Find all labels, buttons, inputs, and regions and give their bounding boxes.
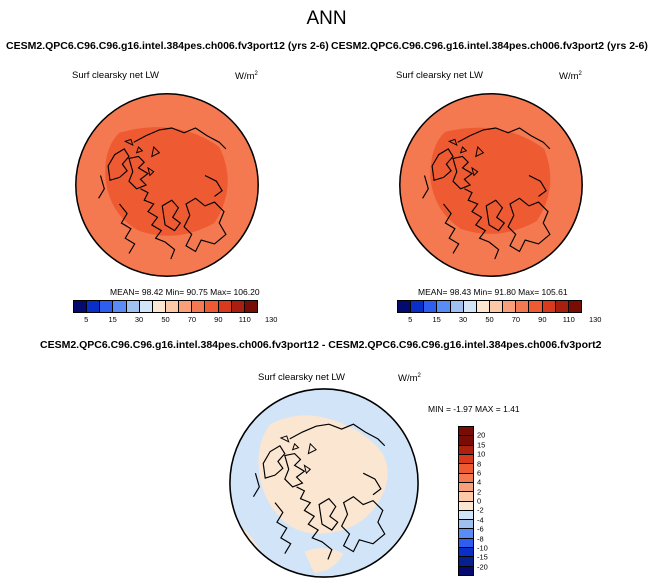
right-colorbar-swatch [503,301,517,312]
diff-colorbar-swatch [459,548,473,558]
diff-colorbar-swatch [459,501,473,511]
left-colorbar-ticks: 5 15 30 50 70 90 110 130 [73,315,277,325]
right-colorbar-swatch [437,301,451,312]
left-colorbar-swatch [244,301,257,312]
right-colorbar [397,300,582,313]
left-panel-units: W/m2 [235,71,258,83]
diff-polar-map [229,388,419,578]
left-colorbar-tick-label: 110 [238,315,251,324]
diff-colorbar-swatch [459,566,473,575]
diff-colorbar-tick-label: -4 [477,515,484,525]
left-panel-variable: Surf clearsky net LW [72,70,159,81]
left-colorbar-tick-label: 130 [264,315,278,324]
left-colorbar-tick-label: 15 [108,315,117,324]
diff-colorbar-tick-label: -6 [477,524,484,534]
diff-panel-variable: Surf clearsky net LW [258,372,345,383]
diff-colorbar-tick-label: -20 [477,562,488,572]
diff-colorbar-swatch [459,473,473,483]
diff-colorbar-tick-label: 6 [477,468,482,478]
left-polar-map [75,93,259,277]
right-colorbar-swatch [398,301,412,312]
right-panel-variable: Surf clearsky net LW [396,70,483,81]
left-colorbar-swatch [87,301,101,312]
diff-colorbar-tick-label: -15 [477,552,488,562]
diff-colorbar-tick-label: -10 [477,543,488,553]
right-colorbar-swatch [542,301,556,312]
right-colorbar-swatch [424,301,438,312]
diff-colorbar-tick-label: -2 [477,505,484,515]
diff-colorbar-swatch [459,454,473,465]
right-panel-stats: MEAN= 98.43 Min= 91.80 Max= 105.61 [418,287,568,297]
diff-colorbar-tick-label: 10 [477,449,486,459]
left-colorbar-tick-label: 70 [187,315,197,324]
right-colorbar-swatch [463,301,477,312]
diff-colorbar-swatch [459,436,473,446]
right-colorbar-tick-label: 110 [562,315,575,324]
right-colorbar-tick-label: 130 [588,315,602,324]
diff-colorbar-swatch [459,520,473,530]
diff-colorbar-tick-label: 8 [477,459,482,468]
right-panel-units: W/m2 [559,71,582,83]
diff-panel-stats: MIN = -1.97 MAX = 1.41 [428,404,520,414]
right-colorbar-swatch [568,301,581,312]
diff-colorbar-tick-label: 2 [477,487,482,497]
diff-panel-units: W/m2 [398,373,421,385]
diff-colorbar-swatch [459,464,473,474]
right-polar-map [399,93,583,277]
left-colorbar-swatch [192,301,206,312]
diff-colorbar-swatch [459,492,473,502]
right-colorbar-ticks: 5 15 30 50 70 90 110 130 [397,315,601,325]
diff-colorbar-swatch [459,529,473,539]
right-colorbar-swatch [555,301,569,312]
right-colorbar-swatch [529,301,543,312]
right-colorbar-tick-label: 5 [408,315,413,324]
right-colorbar-tick-label: 90 [538,315,547,324]
diff-colorbar-swatch [459,482,473,493]
right-colorbar-swatch [476,301,490,312]
left-colorbar-swatch [74,301,88,312]
left-colorbar-swatch [179,301,193,312]
diff-colorbar-swatch [459,557,473,567]
right-colorbar-tick-label: 30 [458,315,468,324]
left-colorbar-swatch [218,301,232,312]
left-colorbar-swatch [139,301,153,312]
left-colorbar-tick-label: 30 [134,315,144,324]
left-colorbar-tick-label: 5 [84,315,89,324]
diff-colorbar-swatch [459,538,473,549]
right-panel-title: CESM2.QPC6.C96.C96.g16.intel.384pes.ch00… [331,40,648,52]
right-colorbar-tick-label: 15 [432,315,441,324]
left-colorbar-swatch [126,301,140,312]
diff-panel-title: CESM2.QPC6.C96.C96.g16.intel.384pes.ch00… [40,339,602,351]
left-panel-stats: MEAN= 98.42 Min= 90.75 Max= 106.20 [110,287,260,297]
right-colorbar-swatch [516,301,530,312]
right-colorbar-tick-label: 70 [511,315,521,324]
left-colorbar-swatch [231,301,245,312]
diff-colorbar-tick-label: 0 [477,496,482,506]
diff-colorbar-swatch [459,445,473,455]
right-colorbar-tick-label: 50 [485,315,494,324]
diff-colorbar-tick-label: 4 [477,477,482,487]
diff-colorbar-tick-label: 20 [477,430,486,440]
left-colorbar-swatch [205,301,219,312]
left-colorbar-swatch [165,301,180,312]
left-panel-title: CESM2.QPC6.C96.C96.g16.intel.384pes.ch00… [6,40,329,52]
figure-title: ANN [306,8,347,29]
left-colorbar-swatch [113,301,127,312]
diff-colorbar-tick-label: -8 [477,534,484,543]
left-colorbar-tick-label: 90 [214,315,223,324]
right-colorbar-swatch [450,301,464,312]
diff-colorbar [458,426,474,576]
left-colorbar-swatch [100,301,114,312]
diff-colorbar-swatch [459,427,473,437]
diff-colorbar-ticks: 20 15 10 8 6 4 2 0 -2 -4 -6 -8 -10 -15 -20 [477,426,501,574]
diff-colorbar-swatch [459,510,473,521]
left-colorbar-tick-label: 50 [161,315,170,324]
right-colorbar-swatch [411,301,425,312]
left-colorbar [73,300,258,313]
left-colorbar-swatch [152,301,166,312]
diff-colorbar-tick-label: 15 [477,440,486,450]
right-colorbar-swatch [489,301,504,312]
